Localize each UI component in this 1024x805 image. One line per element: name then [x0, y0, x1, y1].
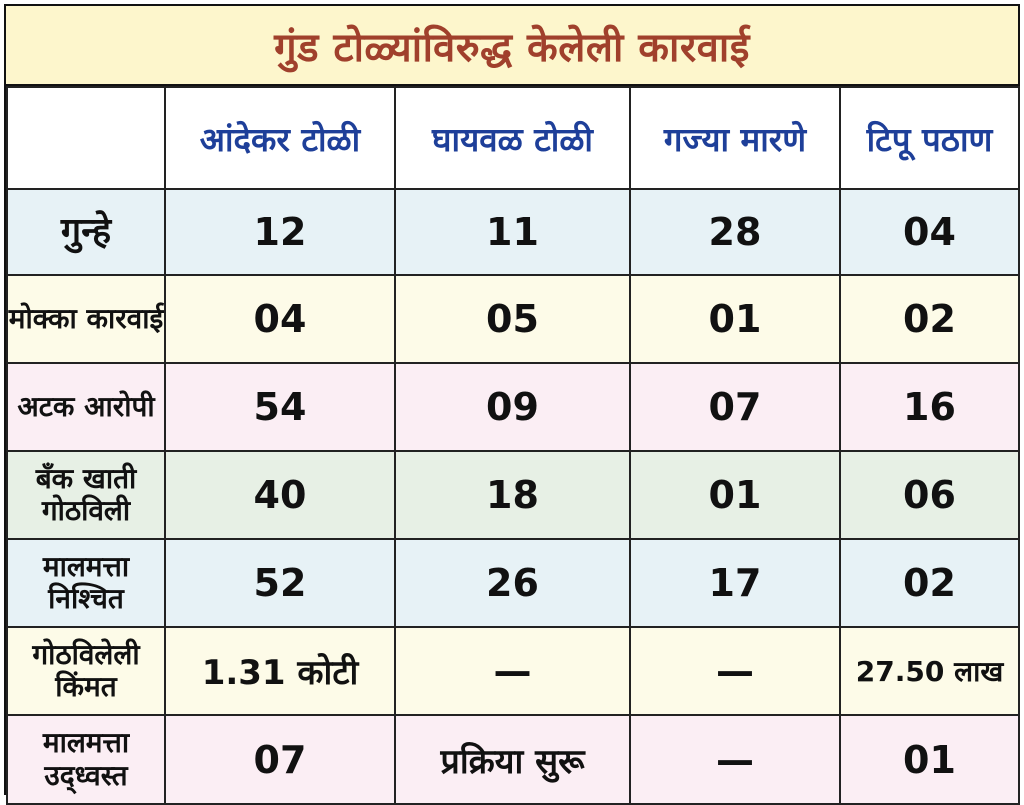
table-cell: 07	[164, 714, 396, 805]
table-cell: 26	[394, 538, 631, 628]
table-cell: 01	[629, 274, 841, 364]
table-row: मालमत्ता निश्चित 52 26 17 02	[6, 538, 1020, 628]
table-cell: 01	[839, 714, 1020, 805]
row-label: बँक खाती गोठविली	[6, 450, 166, 540]
table-cell: —	[394, 626, 631, 716]
table-cell: 16	[839, 362, 1020, 452]
table-cell: 18	[394, 450, 631, 540]
row-label: मालमत्ता उद्ध्वस्त	[6, 714, 166, 805]
table-row: गोठविलेली किंमत 1.31 कोटी — — 27.50 लाख	[6, 626, 1020, 716]
table-cell: 01	[629, 450, 841, 540]
row-label: गुन्हे	[6, 188, 166, 276]
row-label: मोक्का कारवाई	[6, 274, 166, 364]
column-header: गज्या मारणे	[629, 86, 841, 190]
table-cell: 09	[394, 362, 631, 452]
table-cell: 52	[164, 538, 396, 628]
row-label: अटक आरोपी	[6, 362, 166, 452]
column-header: टिपू पठाण	[839, 86, 1020, 190]
table-cell: 02	[839, 538, 1020, 628]
table-cell: 27.50 लाख	[839, 626, 1020, 716]
header-row: आंदेकर टोळी घायवळ टोळी गज्या मारणे टिपू …	[6, 86, 1020, 190]
table-cell: —	[629, 714, 841, 805]
column-header: घायवळ टोळी	[394, 86, 631, 190]
table-cell: 02	[839, 274, 1020, 364]
table-cell: 06	[839, 450, 1020, 540]
table-row: बँक खाती गोठविली 40 18 01 06	[6, 450, 1020, 540]
row-label: गोठविलेली किंमत	[6, 626, 166, 716]
table-cell: 54	[164, 362, 396, 452]
table-row: गुन्हे 12 11 28 04	[6, 188, 1020, 276]
table-cell: 40	[164, 450, 396, 540]
table-cell: 17	[629, 538, 841, 628]
table-cell: 04	[164, 274, 396, 364]
table-cell: प्रक्रिया सुरू	[394, 714, 631, 805]
row-label: मालमत्ता निश्चित	[6, 538, 166, 628]
column-header: आंदेकर टोळी	[164, 86, 396, 190]
table-row: मोक्का कारवाई 04 05 01 02	[6, 274, 1020, 364]
page-title: गुंड टोळ्यांविरुद्ध केलेली कारवाई	[274, 24, 750, 71]
table-cell: 04	[839, 188, 1020, 276]
table-frame: गुंड टोळ्यांविरुद्ध केलेली कारवाई आंदेकर…	[4, 4, 1020, 805]
table-row: अटक आरोपी 54 09 07 16	[6, 362, 1020, 452]
table-cell: 1.31 कोटी	[164, 626, 396, 716]
table-cell: 11	[394, 188, 631, 276]
title-bar: गुंड टोळ्यांविरुद्ध केलेली कारवाई	[6, 6, 1018, 86]
table-cell: 07	[629, 362, 841, 452]
corner-cell	[6, 86, 166, 190]
table-cell: —	[629, 626, 841, 716]
data-table: आंदेकर टोळी घायवळ टोळी गज्या मारणे टिपू …	[6, 86, 1020, 805]
table-row: मालमत्ता उद्ध्वस्त 07 प्रक्रिया सुरू — 0…	[6, 714, 1020, 805]
table-cell: 05	[394, 274, 631, 364]
table-cell: 28	[629, 188, 841, 276]
table-cell: 12	[164, 188, 396, 276]
